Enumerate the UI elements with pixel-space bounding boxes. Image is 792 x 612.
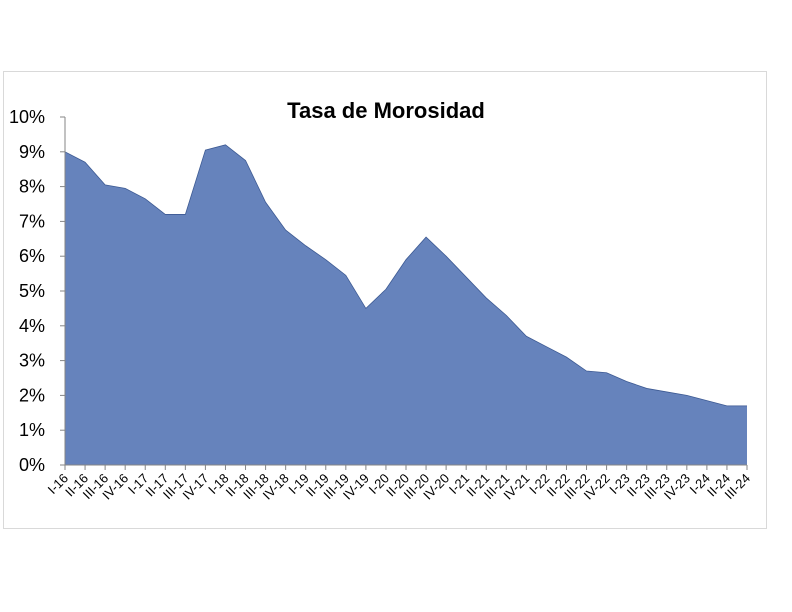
y-tick-label: 5% — [19, 281, 45, 301]
y-tick-label: 6% — [19, 246, 45, 266]
y-tick-label: 8% — [19, 177, 45, 197]
chart-title: Tasa de Morosidad — [287, 98, 485, 123]
y-tick-label: 7% — [19, 211, 45, 231]
y-tick-label: 1% — [19, 420, 45, 440]
y-tick-label: 9% — [19, 142, 45, 162]
series-area — [65, 144, 747, 465]
series-edge-line — [64, 144, 747, 407]
y-tick-label: 0% — [19, 455, 45, 475]
x-axis: I-16II-16III-16IV-16I-17II-17III-17IV-17… — [45, 464, 753, 503]
y-tick-label: 2% — [19, 385, 45, 405]
y-tick-label: 3% — [19, 351, 45, 371]
plot-area — [64, 144, 747, 465]
y-axis: 0% 1% 2% 3% 4% 5% 6% 7% 8% 9% 10% — [9, 107, 66, 475]
y-tick-label: 10% — [9, 107, 45, 127]
y-tick-label: 4% — [19, 316, 45, 336]
